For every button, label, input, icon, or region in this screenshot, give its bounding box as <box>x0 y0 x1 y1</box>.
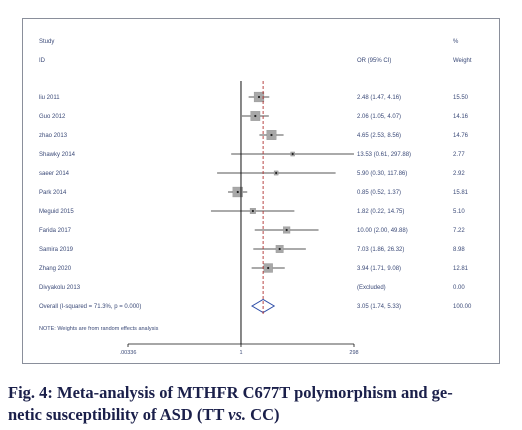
caption-line-2-start: netic susceptibility of ASD (TT <box>8 405 229 424</box>
forest-plot: Study ID OR (95% CI) % Weight liu 2011 2.… <box>39 39 472 356</box>
study-estimate: (Excluded) <box>357 285 386 291</box>
figure-caption: Fig. 4: Meta-analysis of MTHFR C677T pol… <box>8 382 514 426</box>
study-label: Divyakolu 2013 <box>39 285 81 291</box>
x-tick-label: 1 <box>239 350 242 356</box>
study-label: saeer 2014 <box>39 171 70 177</box>
study-label: Park 2014 <box>39 190 67 196</box>
study-weight: 8.98 <box>453 247 465 253</box>
point-estimate <box>278 247 281 251</box>
id-column-header: ID <box>39 58 46 64</box>
point-estimate <box>236 190 239 194</box>
study-label: liu 2011 <box>39 95 60 101</box>
caption-line-1: Fig. 4: Meta-analysis of MTHFR C677T pol… <box>8 383 453 402</box>
x-tick-label: .00336 <box>120 350 137 356</box>
study-weight: 2.77 <box>453 152 465 158</box>
point-estimate <box>275 171 278 175</box>
study-label: zhao 2013 <box>39 133 68 139</box>
weight-percent-header: % <box>453 39 459 45</box>
study-estimate: 2.48 (1.47, 4.16) <box>357 95 401 101</box>
overall-weight: 100.00 <box>453 304 472 310</box>
study-estimate: 10.00 (2.00, 49.88) <box>357 228 408 234</box>
study-label: Samira 2019 <box>39 247 74 253</box>
study-weight: 5.10 <box>453 209 465 215</box>
study-weight: 2.92 <box>453 171 465 177</box>
study-estimate: 5.90 (0.30, 117.86) <box>357 171 407 177</box>
study-estimate: 2.06 (1.05, 4.07) <box>357 114 401 120</box>
overall-label: Overall (I-squared = 71.3%, p = 0.000) <box>39 304 141 310</box>
weight-column-header: Weight <box>453 58 472 64</box>
point-estimate <box>254 114 257 118</box>
point-estimate <box>270 133 273 137</box>
caption-line-2-end: CC) <box>246 405 280 424</box>
study-weight: 0.00 <box>453 285 465 291</box>
study-estimate: 0.85 (0.52, 1.37) <box>357 190 401 196</box>
overall-diamond <box>250 298 276 314</box>
point-estimate <box>291 152 294 156</box>
study-estimate: 1.82 (0.22, 14.75) <box>357 209 404 215</box>
point-estimate <box>251 209 254 213</box>
study-weight: 15.50 <box>453 95 469 101</box>
study-estimate: 7.03 (1.86, 26.32) <box>357 247 404 253</box>
study-weight: 7.22 <box>453 228 465 234</box>
estimate-column-header: OR (95% CI) <box>357 58 391 64</box>
study-label: Farida 2017 <box>39 228 72 234</box>
study-weight: 14.16 <box>453 114 469 120</box>
study-label: Guo 2012 <box>39 114 66 120</box>
study-estimate: 4.65 (2.53, 8.56) <box>357 133 401 139</box>
point-estimate <box>267 266 270 270</box>
analysis-note: NOTE: Weights are from random effects an… <box>39 326 159 332</box>
study-weight: 14.76 <box>453 133 469 139</box>
study-column-header: Study <box>39 39 54 45</box>
study-label: Shawky 2014 <box>39 152 76 158</box>
overall-estimate: 3.05 (1.74, 5.33) <box>357 304 401 310</box>
study-estimate: 13.53 (0.61, 297.88) <box>357 152 411 158</box>
study-label: Meguid 2015 <box>39 209 74 215</box>
caption-line-2-italic: vs. <box>228 405 247 424</box>
study-rows: liu 2011 2.48 (1.47, 4.16) 15.50 Guo 2012 2.… <box>39 91 472 314</box>
study-weight: 15.81 <box>453 190 469 196</box>
study-label: Zhang 2020 <box>39 266 72 272</box>
point-estimate <box>285 228 288 232</box>
study-estimate: 3.94 (1.71, 9.08) <box>357 266 401 272</box>
forest-plot-panel: Study ID OR (95% CI) % Weight liu 2011 2.… <box>22 18 500 364</box>
x-tick-label: 298 <box>349 350 358 356</box>
study-weight: 12.81 <box>453 266 469 272</box>
point-estimate <box>257 95 261 99</box>
